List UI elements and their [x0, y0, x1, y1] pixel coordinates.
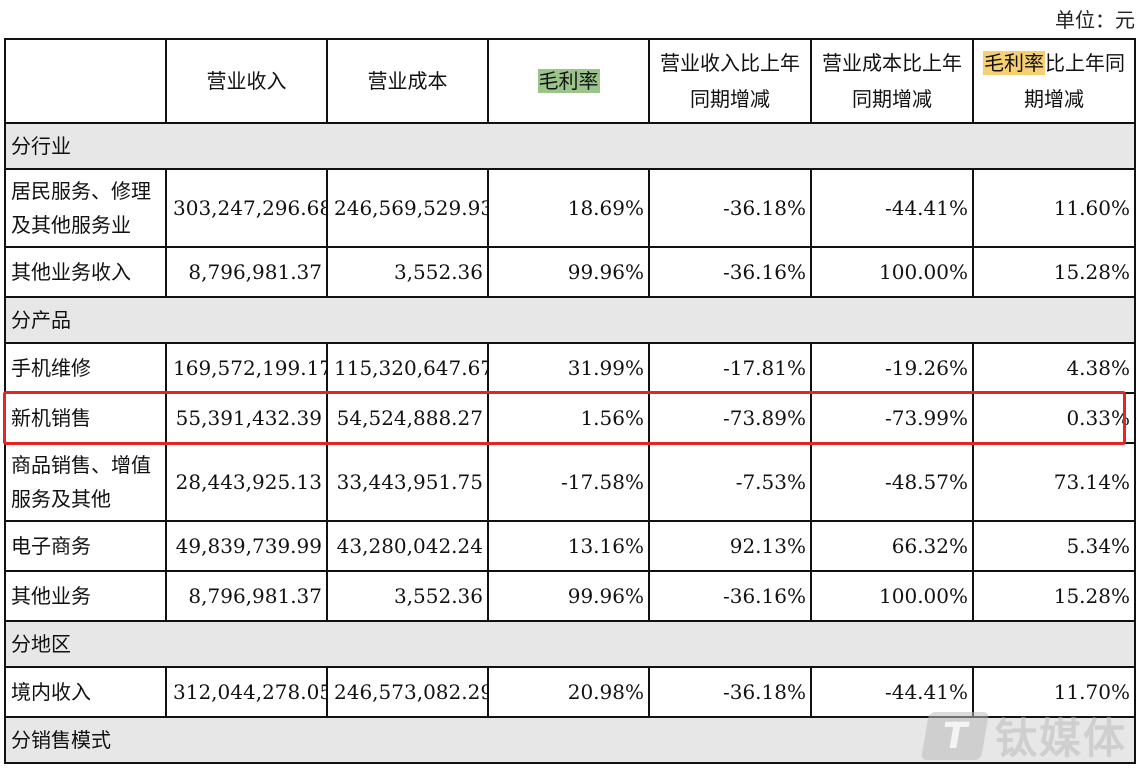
cell-cost-change: 66.32%	[810, 520, 974, 572]
row-label: 其他业务	[4, 570, 167, 622]
watermark-text: 钛媒体	[994, 714, 1127, 763]
row-label: 新机销售	[4, 392, 167, 444]
cell-rev-change: -36.18%	[648, 666, 812, 718]
table-row: 其他业务 8,796,981.37 3,552.36 99.96% -36.16…	[4, 570, 1136, 622]
unit-label: 单位：元	[1055, 8, 1135, 32]
cell-rev-change: -17.81%	[648, 342, 812, 394]
cell-cost: 33,443,951.75	[326, 442, 489, 522]
cell-rev-change: -36.16%	[648, 246, 812, 298]
cell-margin: 13.16%	[487, 520, 650, 572]
cell-cost-change: -48.57%	[810, 442, 974, 522]
header-cost: 营业成本	[326, 38, 489, 124]
cell-margin-change: 4.38%	[972, 342, 1136, 394]
row-label: 居民服务、修理及其他服务业	[4, 168, 167, 248]
section-row-region: 分地区	[4, 620, 1136, 668]
table-row: 商品销售、增值服务及其他 28,443,925.13 33,443,951.75…	[4, 442, 1136, 522]
cell-revenue: 303,247,296.68	[165, 168, 328, 248]
header-revenue: 营业收入	[165, 38, 328, 124]
cell-cost: 43,280,042.24	[326, 520, 489, 572]
cell-margin-change: 5.34%	[972, 520, 1136, 572]
cell-cost-change: -44.41%	[810, 666, 974, 718]
cell-margin-change: 11.60%	[972, 168, 1136, 248]
cell-rev-change: -7.53%	[648, 442, 812, 522]
cell-rev-change: 92.13%	[648, 520, 812, 572]
table-row: 电子商务 49,839,739.99 43,280,042.24 13.16% …	[4, 520, 1136, 572]
cell-rev-change: -73.89%	[648, 392, 812, 444]
row-label: 境内收入	[4, 666, 167, 718]
watermark: T 钛媒体	[920, 705, 1127, 766]
cell-margin: 99.96%	[487, 570, 650, 622]
cell-cost: 115,320,647.67	[326, 342, 489, 394]
watermark-logo-icon: T	[920, 711, 990, 760]
margin-highlight: 毛利率	[537, 69, 600, 93]
row-label: 手机维修	[4, 342, 167, 394]
cell-margin: 20.98%	[487, 666, 650, 718]
cell-revenue: 28,443,925.13	[165, 442, 328, 522]
table-row: 手机维修 169,572,199.17 115,320,647.67 31.99…	[4, 342, 1136, 394]
cell-revenue: 8,796,981.37	[165, 570, 328, 622]
cell-revenue: 169,572,199.17	[165, 342, 328, 394]
cell-margin: 1.56%	[487, 392, 650, 444]
cell-margin: -17.58%	[487, 442, 650, 522]
cell-margin-change: 73.14%	[972, 442, 1136, 522]
row-label: 商品销售、增值服务及其他	[4, 442, 167, 522]
cell-rev-change: -36.18%	[648, 168, 812, 248]
cell-cost-change: -19.26%	[810, 342, 974, 394]
cell-cost-change: 100.00%	[810, 570, 974, 622]
cell-rev-change: -36.16%	[648, 570, 812, 622]
cell-margin-change: 11.70%	[972, 666, 1136, 718]
cell-cost-change: -44.41%	[810, 168, 974, 248]
header-margin: 毛利率	[487, 38, 650, 124]
cell-margin-change: 15.28%	[972, 570, 1136, 622]
cell-cost: 3,552.36	[326, 570, 489, 622]
table-row: 境内收入 312,044,278.05 246,573,082.29 20.98…	[4, 666, 1136, 718]
table-row: 其他业务收入 8,796,981.37 3,552.36 99.96% -36.…	[4, 246, 1136, 298]
cell-cost: 3,552.36	[326, 246, 489, 298]
cell-margin: 18.69%	[487, 168, 650, 248]
section-row-industry: 分行业	[4, 122, 1136, 170]
cell-cost: 246,569,529.93	[326, 168, 489, 248]
cell-cost-change: 100.00%	[810, 246, 974, 298]
cell-revenue: 55,391,432.39	[165, 392, 328, 444]
header-rev-change: 营业收入比上年 同期增减	[648, 38, 812, 124]
header-cost-change: 营业成本比上年 同期增减	[810, 38, 974, 124]
margin-change-highlight: 毛利率	[983, 51, 1045, 75]
section-row-product: 分产品	[4, 296, 1136, 344]
cell-margin: 31.99%	[487, 342, 650, 394]
cell-cost-change: -73.99%	[810, 392, 974, 444]
cell-cost: 246,573,082.29	[326, 666, 489, 718]
financial-table: 营业收入 营业成本 毛利率 营业收入比上年 同期增减 营业成本比上年 同期增减 毛利…	[4, 38, 1136, 764]
row-label: 电子商务	[4, 520, 167, 572]
cell-revenue: 312,044,278.05	[165, 666, 328, 718]
table-row: 居民服务、修理及其他服务业 303,247,296.68 246,569,529…	[4, 168, 1136, 248]
row-label: 其他业务收入	[4, 246, 167, 298]
table-row-highlighted: 新机销售 55,391,432.39 54,524,888.27 1.56% -…	[4, 392, 1136, 444]
cell-revenue: 8,796,981.37	[165, 246, 328, 298]
cell-cost: 54,524,888.27	[326, 392, 489, 444]
cell-margin-change: 15.28%	[972, 246, 1136, 298]
header-margin-change: 毛利率比上年同 期增减	[972, 38, 1136, 124]
header-row: 营业收入 营业成本 毛利率 营业收入比上年 同期增减 营业成本比上年 同期增减 毛利…	[4, 38, 1136, 124]
cell-revenue: 49,839,739.99	[165, 520, 328, 572]
header-corner	[4, 38, 167, 124]
cell-margin: 99.96%	[487, 246, 650, 298]
cell-margin-change: 0.33%	[972, 392, 1136, 444]
